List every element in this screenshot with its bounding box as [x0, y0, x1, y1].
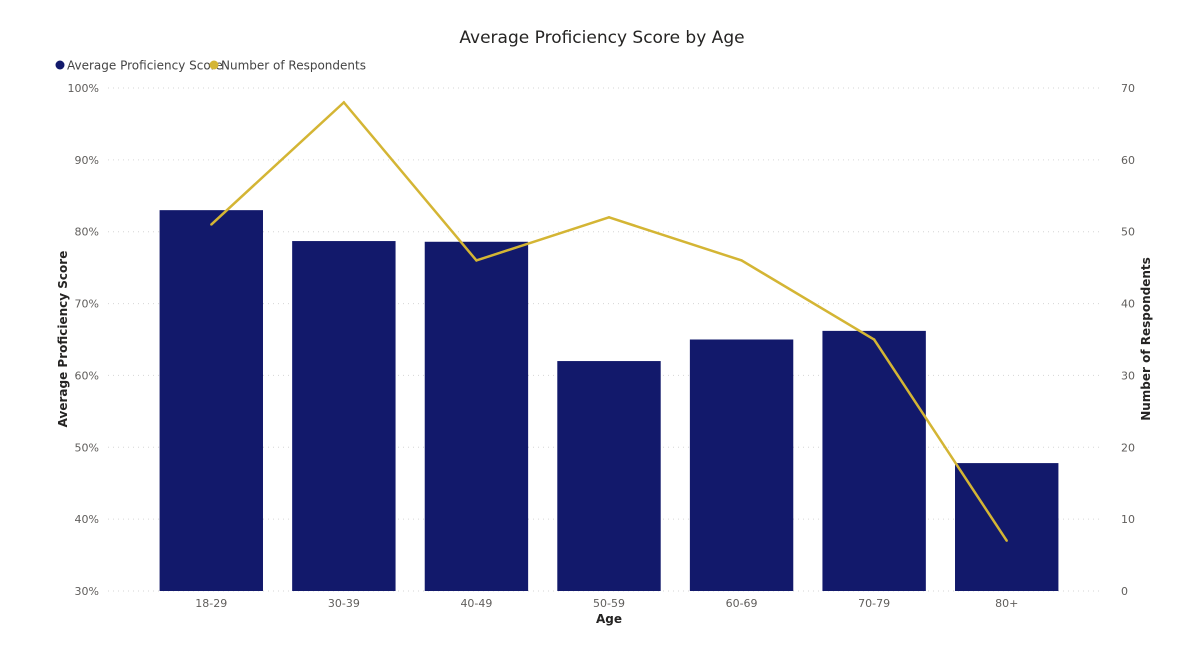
y-axis-right-ticks: 0 10 20 30 40 50 60 70 — [1121, 82, 1135, 598]
y-right-tick-label: 30 — [1121, 369, 1135, 382]
line-point-70-79[interactable] — [872, 338, 876, 341]
legend-label-proficiency: Average Proficiency Score — [67, 59, 223, 73]
y-right-tick-label: 20 — [1121, 441, 1135, 454]
x-tick-label: 50-59 — [593, 597, 625, 610]
line-point-80+[interactable] — [1005, 539, 1008, 542]
x-tick-label: 60-69 — [726, 597, 758, 610]
legend-item-proficiency[interactable]: Average Proficiency Score — [55, 59, 223, 73]
y-left-tick-label: 60% — [75, 369, 99, 382]
line-point-40-49[interactable] — [475, 259, 478, 262]
x-tick-label: 70-79 — [858, 597, 890, 610]
y-left-tick-label: 70% — [75, 298, 99, 311]
line-series — [210, 100, 1008, 542]
legend: Average Proficiency Score Number of Resp… — [55, 59, 366, 73]
bar-40-49[interactable] — [424, 241, 529, 591]
legend-marker-proficiency — [55, 60, 65, 70]
line-point-60-69[interactable] — [740, 259, 743, 262]
y-right-tick-label: 40 — [1121, 298, 1135, 311]
y-left-tick-label: 80% — [75, 226, 99, 239]
bar-50-59[interactable] — [557, 361, 661, 591]
bar-30-39[interactable] — [292, 241, 396, 591]
bar-60-69[interactable] — [689, 339, 794, 592]
x-tick-label: 30-39 — [328, 597, 360, 610]
legend-marker-respondents — [209, 60, 219, 70]
bar-18-29[interactable] — [159, 210, 263, 591]
y-right-tick-label: 60 — [1121, 154, 1135, 167]
line-point-18-29[interactable] — [210, 223, 213, 226]
y-left-tick-label: 30% — [75, 585, 99, 598]
x-tick-label: 80+ — [995, 597, 1018, 610]
y-right-tick-label: 50 — [1121, 226, 1135, 239]
x-tick-label: 18-29 — [195, 597, 227, 610]
legend-item-respondents[interactable]: Number of Respondents — [209, 59, 366, 73]
y-axis-left-title: Average Proficiency Score — [56, 251, 70, 428]
y-right-tick-label: 10 — [1121, 513, 1135, 526]
bar-80+[interactable] — [955, 463, 1059, 591]
y-axis-right-title: Number of Respondents — [1139, 257, 1153, 421]
line-point-50-59[interactable] — [607, 216, 611, 219]
x-axis-ticks: 18-29 30-39 40-49 50-59 60-69 70-79 80+ — [195, 597, 1018, 610]
line-point-30-39[interactable] — [342, 101, 346, 104]
y-left-tick-label: 100% — [68, 82, 99, 95]
y-left-tick-label: 40% — [75, 513, 99, 526]
x-axis-title: Age — [596, 612, 622, 626]
y-right-tick-label: 0 — [1121, 585, 1128, 598]
y-left-tick-label: 90% — [75, 154, 99, 167]
bar-70-79[interactable] — [822, 330, 926, 591]
legend-label-respondents: Number of Respondents — [221, 59, 366, 73]
y-right-tick-label: 70 — [1121, 82, 1135, 95]
y-axis-left-ticks: 30% 40% 50% 60% 70% 80% 90% 100% — [68, 82, 99, 598]
bar-series — [159, 210, 1059, 592]
x-tick-label: 40-49 — [460, 597, 492, 610]
y-left-tick-label: 50% — [75, 441, 99, 454]
chart-title: Average Proficiency Score by Age — [459, 28, 744, 48]
